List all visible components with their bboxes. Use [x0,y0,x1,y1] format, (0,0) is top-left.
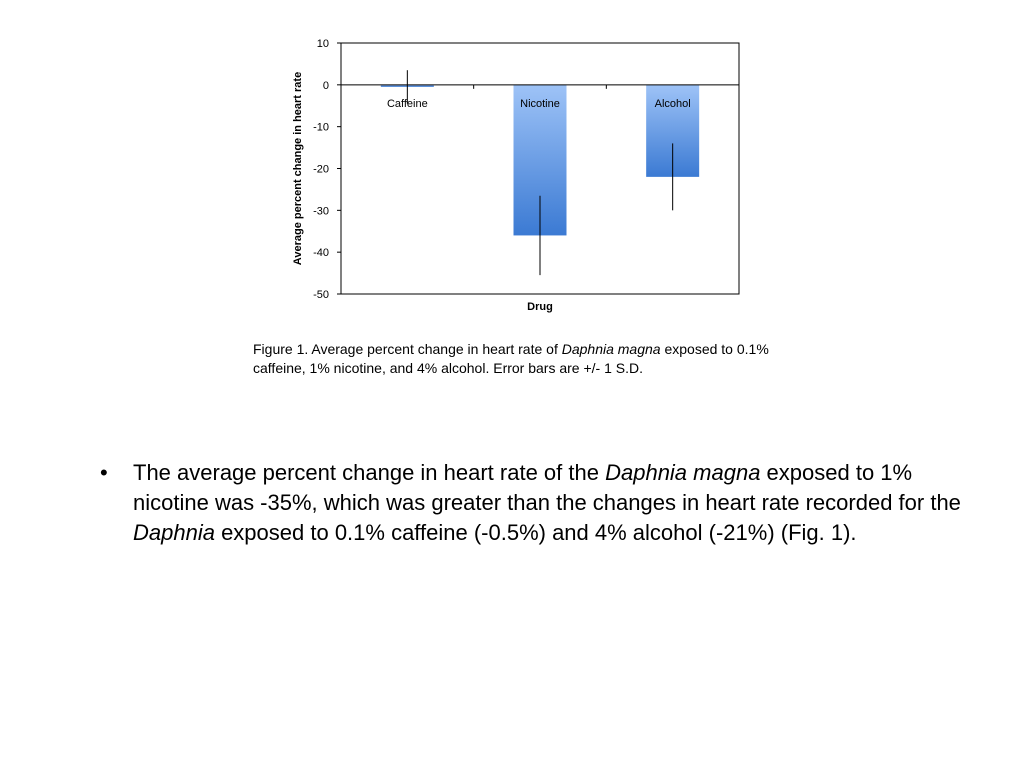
y-tick-label: -40 [313,247,329,259]
y-tick-label: -10 [313,122,329,134]
bullet-text: The average percent change in heart rate… [133,458,980,548]
y-tick-label: 10 [317,38,329,50]
caption-prefix: Figure 1. Average percent change in hear… [253,341,562,357]
x-axis-label: Drug [527,301,553,313]
y-axis-label: Average percent change in heart rate [292,72,304,265]
bullet-text-part-2: exposed to 1% nicotine was -35%, which w… [133,460,961,515]
bullet-text-part-1: The average percent change in heart rate… [133,460,606,485]
summary-bullet: • The average percent change in heart ra… [100,458,980,548]
bullet-species-1: Daphnia magna [605,460,761,485]
bullet-species-2: Daphnia [133,520,215,545]
bullet-icon: • [100,460,108,485]
y-tick-label: -20 [313,164,329,176]
category-label-caffeine: Caffeine [387,98,428,110]
figure-caption: Figure 1. Average percent change in hear… [253,340,813,378]
category-label-nicotine: Nicotine [520,98,560,110]
bullet-text-part-3: exposed to 0.1% caffeine (-0.5%) and 4% … [214,520,857,545]
y-tick-label: -50 [313,289,329,301]
caption-species: Daphnia magna [561,341,661,357]
category-label-alcohol: Alcohol [655,98,691,110]
bar-chart: 10 0 -10 -20 -30 -40 -50 Caffeine Nicotine Alcoh… [292,38,740,313]
caption-suffix: exposed to 0.1% caffeine, 1% nicotine, a… [253,341,769,376]
y-tick-label: 0 [323,80,329,92]
y-tick-label: -30 [313,205,329,217]
